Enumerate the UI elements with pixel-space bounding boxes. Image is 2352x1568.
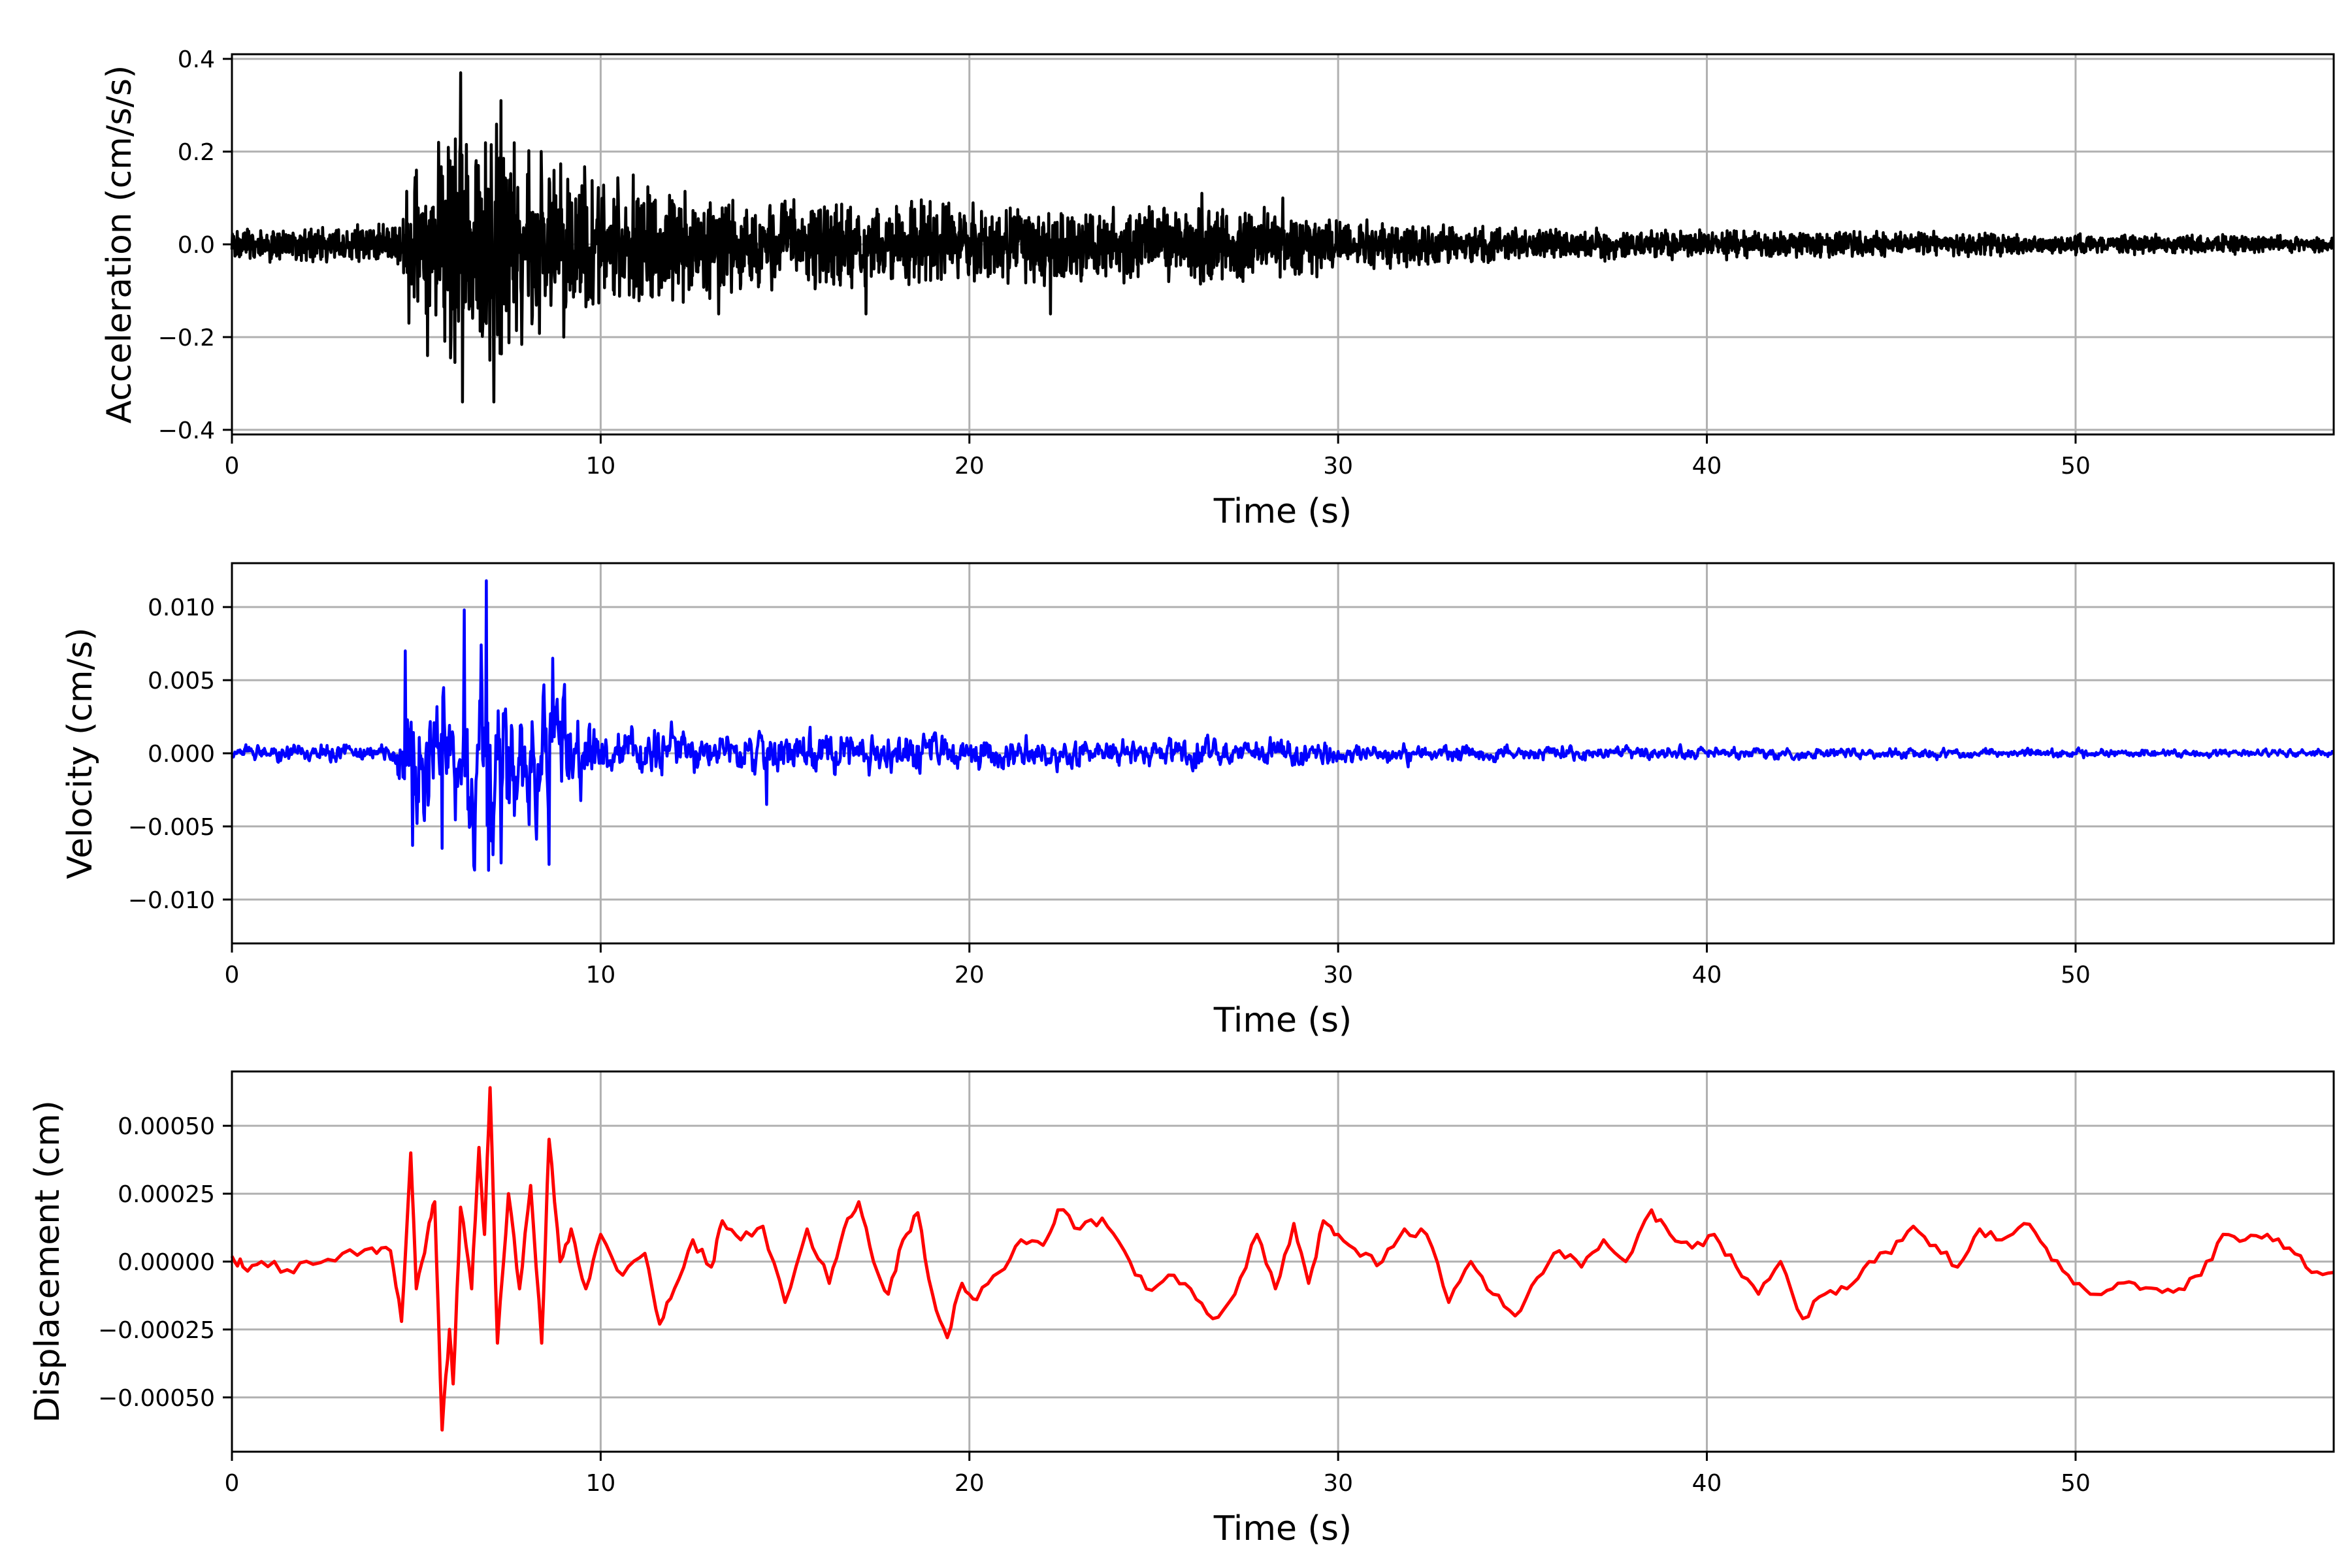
velocity-panel: 0 10 20 30 40 50 −0.010 −0.005 0.000 0.005 0.010 T… <box>61 562 2335 1040</box>
acceleration-y-tick-label: −0.2 <box>158 325 215 351</box>
displacement-x-tick-label: 50 <box>2061 1470 2091 1497</box>
displacement-x-tick-label: 30 <box>1323 1470 1353 1497</box>
velocity-trace <box>231 579 2334 872</box>
velocity-y-axis-label: Velocity (cm/s) <box>61 628 100 879</box>
velocity-series-line <box>231 579 2334 872</box>
displacement-ticks: 0 10 20 30 40 50 −0.00050 −0.00025 0.00000 0.0002… <box>98 1113 2091 1497</box>
acceleration-x-tick-label: 20 <box>955 453 985 480</box>
acceleration-series-line <box>230 71 2335 404</box>
velocity-x-tick-label: 40 <box>1692 962 1722 988</box>
displacement-x-tick-label: 20 <box>955 1470 985 1497</box>
velocity-y-tick-label: 0.010 <box>148 595 215 621</box>
velocity-x-tick-label: 0 <box>225 962 240 988</box>
acceleration-y-tick-label: 0.4 <box>178 46 215 73</box>
acceleration-trace <box>230 71 2335 404</box>
velocity-x-axis-label: Time (s) <box>1213 1001 1352 1040</box>
displacement-x-axis-label: Time (s) <box>1213 1509 1352 1548</box>
displacement-trace <box>230 1086 2334 1432</box>
velocity-x-tick-label: 30 <box>1323 962 1353 988</box>
acceleration-y-tick-label: −0.4 <box>158 417 215 444</box>
velocity-x-tick-label: 50 <box>2061 962 2091 988</box>
acceleration-x-tick-label: 50 <box>2061 453 2091 480</box>
velocity-x-tick-label: 10 <box>585 962 615 988</box>
acceleration-x-tick-label: 10 <box>585 453 615 480</box>
displacement-series-line <box>230 1086 2334 1432</box>
acceleration-x-tick-label: 30 <box>1323 453 1353 480</box>
velocity-x-tick-label: 20 <box>955 962 985 988</box>
displacement-x-tick-label: 10 <box>585 1470 615 1497</box>
velocity-y-tick-label: −0.005 <box>128 814 215 841</box>
acceleration-x-tick-label: 0 <box>225 453 240 480</box>
velocity-ticks: 0 10 20 30 40 50 −0.010 −0.005 0.000 0.005 0.010 <box>128 595 2091 988</box>
displacement-y-tick-label: 0.00025 <box>118 1181 215 1208</box>
acceleration-panel: 0 10 20 30 40 50 −0.4 −0.2 0.0 0.2 0.4 Time (s) Ac… <box>100 46 2335 531</box>
velocity-y-tick-label: −0.010 <box>128 887 215 914</box>
displacement-y-tick-label: 0.00050 <box>118 1113 215 1140</box>
acceleration-x-axis-label: Time (s) <box>1213 492 1352 531</box>
acceleration-y-tick-label: 0.0 <box>178 232 215 259</box>
displacement-grid <box>232 1071 2334 1452</box>
displacement-y-axis-label: Displacement (cm) <box>28 1100 67 1423</box>
displacement-y-tick-label: 0.00000 <box>118 1249 215 1276</box>
velocity-y-tick-label: 0.005 <box>148 668 215 694</box>
acceleration-y-axis-label: Acceleration (cm/s/s) <box>100 65 139 424</box>
velocity-y-tick-label: 0.000 <box>148 741 215 768</box>
acceleration-y-tick-label: 0.2 <box>178 139 215 166</box>
acceleration-ticks: 0 10 20 30 40 50 −0.4 −0.2 0.0 0.2 0.4 <box>158 46 2091 480</box>
displacement-x-tick-label: 0 <box>225 1470 240 1497</box>
acceleration-x-tick-label: 40 <box>1692 453 1722 480</box>
displacement-y-tick-label: −0.00050 <box>98 1385 215 1412</box>
displacement-x-tick-label: 40 <box>1692 1470 1722 1497</box>
displacement-panel: 0 10 20 30 40 50 −0.00050 −0.00025 0.00000 0.0002… <box>28 1070 2335 1548</box>
displacement-y-tick-label: −0.00025 <box>98 1317 215 1344</box>
